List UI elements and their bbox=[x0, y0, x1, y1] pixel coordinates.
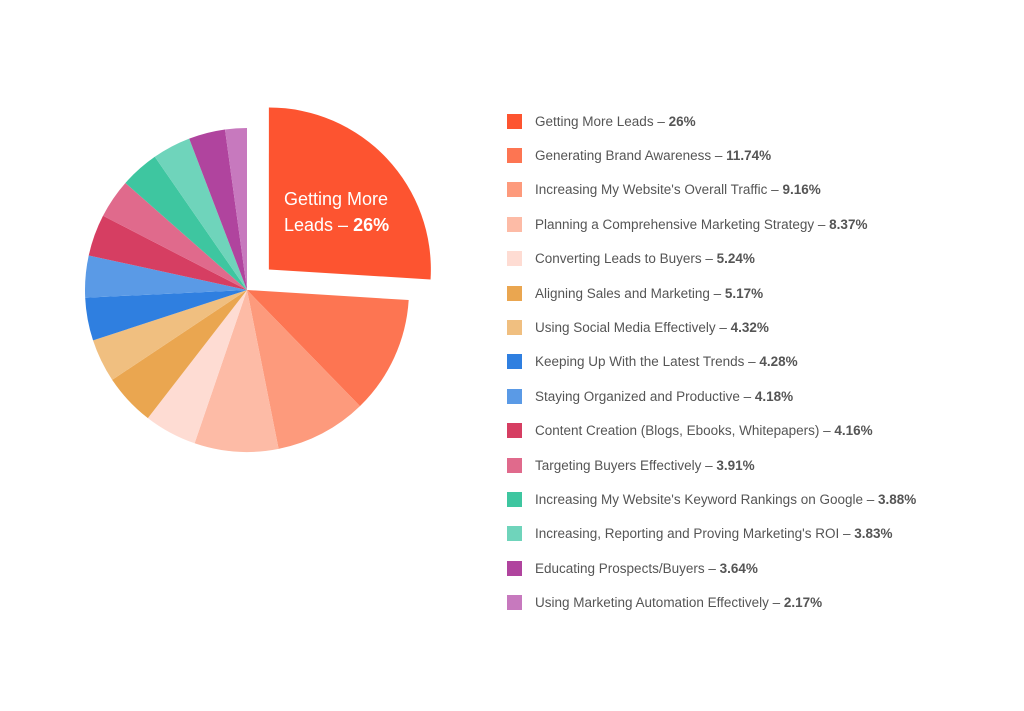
legend-value: 4.16% bbox=[834, 423, 873, 439]
legend-entry: Increasing My Website's Keyword Rankings… bbox=[507, 482, 916, 516]
legend-entry: Using Social Media Effectively – 4.32% bbox=[507, 310, 916, 344]
pie-slice bbox=[247, 290, 409, 407]
slice-label-value: 26% bbox=[353, 215, 390, 235]
legend-label: Increasing My Website's Keyword Rankings… bbox=[535, 491, 863, 507]
pie-slice bbox=[224, 128, 247, 290]
legend-separator: – bbox=[863, 491, 879, 507]
pie-slice bbox=[112, 290, 248, 419]
legend-entry: Content Creation (Blogs, Ebooks, Whitepa… bbox=[507, 414, 916, 448]
legend-separator: – bbox=[814, 216, 830, 232]
legend-label: Keeping Up With the Latest Trends bbox=[535, 354, 745, 370]
slice-label-name: Getting More Leads bbox=[284, 189, 394, 235]
legend-value: 3.64% bbox=[719, 560, 758, 576]
legend-separator: – bbox=[711, 148, 727, 164]
legend-separator: – bbox=[768, 595, 784, 611]
pie-slice bbox=[85, 290, 247, 341]
legend-swatch bbox=[507, 285, 522, 301]
legend: Getting More Leads – 26% Generating Brand… bbox=[507, 104, 916, 620]
legend-swatch bbox=[507, 354, 522, 370]
legend-label: Increasing, Reporting and Proving Market… bbox=[535, 526, 840, 542]
legend-entry: Converting Leads to Buyers – 5.24% bbox=[507, 242, 916, 276]
pie-slice bbox=[84, 255, 247, 298]
legend-entry: Staying Organized and Productive – 4.18% bbox=[507, 379, 916, 413]
pie-slice bbox=[103, 182, 247, 290]
legend-value: 3.88% bbox=[878, 491, 917, 507]
pie-slice bbox=[268, 107, 431, 280]
legend-value: 4.32% bbox=[730, 320, 769, 336]
pie-slice bbox=[194, 290, 279, 453]
legend-separator: – bbox=[744, 354, 760, 370]
legend-entry: Planning a Comprehensive Marketing Strat… bbox=[507, 207, 916, 241]
slice-label: Getting More Leads – 26% bbox=[284, 186, 414, 238]
legend-swatch bbox=[507, 423, 522, 439]
pie-slice bbox=[125, 156, 247, 290]
legend-value: 26% bbox=[668, 113, 696, 129]
pie-slice bbox=[247, 290, 360, 449]
legend-value: 3.91% bbox=[716, 457, 755, 473]
legend-entry: Generating Brand Awareness – 11.74% bbox=[507, 138, 916, 172]
legend-value: 5.24% bbox=[716, 251, 755, 267]
legend-label: Using Marketing Automation Effectively bbox=[535, 595, 769, 611]
legend-value: 3.83% bbox=[854, 526, 893, 542]
legend-label: Staying Organized and Productive bbox=[535, 388, 740, 404]
legend-value: 2.17% bbox=[783, 595, 823, 611]
legend-separator: – bbox=[701, 251, 717, 267]
legend-value: 4.18% bbox=[754, 388, 794, 404]
pie-slice bbox=[88, 215, 247, 290]
legend-swatch bbox=[507, 320, 522, 336]
legend-swatch bbox=[507, 595, 522, 611]
legend-separator: – bbox=[819, 423, 835, 439]
legend-entry: Targeting Buyers Effectively – 3.91% bbox=[507, 448, 916, 482]
legend-value: 4.28% bbox=[759, 354, 798, 370]
legend-swatch bbox=[507, 388, 522, 404]
legend-label: Using Social Media Effectively bbox=[535, 320, 716, 336]
legend-entry: Using Marketing Automation Effectively –… bbox=[507, 585, 916, 619]
slice-label-sep: – bbox=[333, 215, 354, 235]
legend-label: Content Creation (Blogs, Ebooks, Whitepa… bbox=[535, 423, 820, 439]
legend-separator: – bbox=[701, 457, 717, 473]
legend-separator: – bbox=[704, 560, 720, 576]
legend-swatch bbox=[507, 216, 522, 232]
legend-label: Planning a Comprehensive Marketing Strat… bbox=[535, 216, 815, 232]
legend-label: Converting Leads to Buyers bbox=[535, 251, 702, 267]
legend-swatch bbox=[507, 148, 522, 164]
legend-separator: – bbox=[767, 182, 783, 198]
legend-swatch bbox=[507, 113, 522, 129]
legend-value: 8.37% bbox=[829, 216, 868, 232]
legend-entry: Increasing, Reporting and Proving Market… bbox=[507, 517, 916, 551]
legend-entry: Increasing My Website's Overall Traffic … bbox=[507, 173, 916, 207]
legend-entry: Aligning Sales and Marketing – 5.17% bbox=[507, 276, 916, 310]
legend-swatch bbox=[507, 491, 522, 507]
legend-entry: Getting More Leads – 26% bbox=[507, 104, 916, 138]
legend-swatch bbox=[507, 526, 522, 542]
pie-slice bbox=[154, 138, 247, 290]
legend-entry: Educating Prospects/Buyers – 3.64% bbox=[507, 551, 916, 585]
legend-value: 5.17% bbox=[724, 285, 764, 301]
legend-label: Aligning Sales and Marketing bbox=[535, 285, 710, 301]
legend-swatch bbox=[507, 251, 522, 267]
pie-slice bbox=[147, 290, 247, 444]
legend-label: Generating Brand Awareness bbox=[535, 148, 712, 164]
legend-separator: – bbox=[709, 285, 725, 301]
legend-label: Educating Prospects/Buyers bbox=[535, 560, 705, 576]
legend-swatch bbox=[507, 457, 522, 473]
legend-swatch bbox=[507, 182, 522, 198]
legend-separator: – bbox=[739, 388, 755, 404]
legend-label: Increasing My Website's Overall Traffic bbox=[535, 182, 768, 198]
legend-swatch bbox=[507, 560, 522, 576]
legend-separator: – bbox=[715, 320, 731, 336]
legend-separator: – bbox=[653, 113, 669, 129]
legend-entry: Keeping Up With the Latest Trends – 4.28… bbox=[507, 345, 916, 379]
legend-separator: – bbox=[839, 526, 855, 542]
pie-slice bbox=[189, 129, 247, 290]
legend-value: 9.16% bbox=[782, 182, 821, 198]
legend-value: 11.74% bbox=[726, 148, 772, 164]
legend-label: Targeting Buyers Effectively bbox=[535, 457, 702, 473]
legend-label: Getting More Leads bbox=[535, 113, 654, 129]
pie-slice bbox=[93, 290, 248, 380]
